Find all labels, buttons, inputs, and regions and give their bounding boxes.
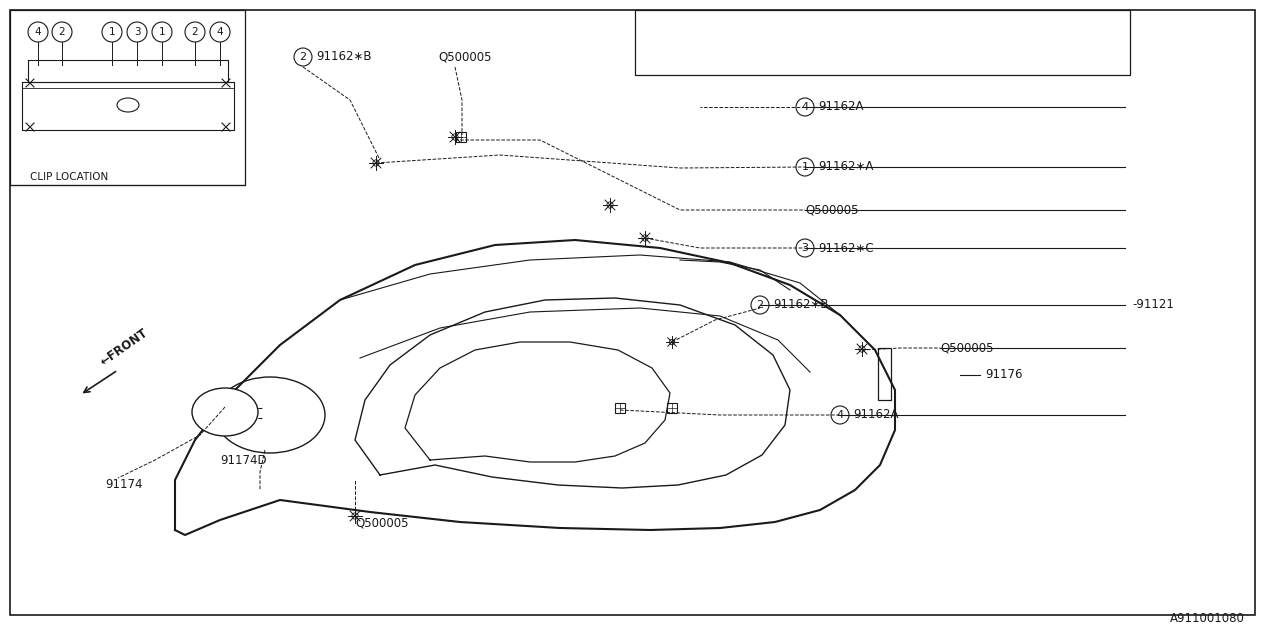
Ellipse shape (192, 388, 259, 436)
Text: 91176: 91176 (986, 369, 1023, 381)
Text: 91174D: 91174D (220, 454, 266, 467)
Text: 91162∗C: 91162∗C (818, 241, 874, 255)
Text: 3: 3 (801, 243, 809, 253)
Text: 1: 1 (109, 27, 115, 37)
Text: 4: 4 (836, 410, 844, 420)
Text: 2: 2 (756, 300, 764, 310)
Text: Q500005: Q500005 (355, 516, 408, 529)
Bar (667, 403, 677, 413)
Text: 91162A: 91162A (852, 408, 899, 422)
Text: 4: 4 (216, 27, 223, 37)
Text: 91162∗B: 91162∗B (773, 298, 828, 312)
Text: 1: 1 (801, 162, 809, 172)
Text: ←FRONT: ←FRONT (97, 326, 150, 368)
Text: 2: 2 (59, 27, 65, 37)
Bar (635, 10, 1130, 75)
Text: CLIP LOCATION: CLIP LOCATION (29, 172, 109, 182)
Text: 2: 2 (300, 52, 307, 62)
Text: -91121: -91121 (1132, 298, 1174, 312)
Text: 91162∗A: 91162∗A (818, 161, 873, 173)
Bar (878, 348, 891, 400)
Text: 91162∗B: 91162∗B (316, 51, 371, 63)
Text: 3: 3 (133, 27, 141, 37)
Text: 1: 1 (159, 27, 165, 37)
Text: 91162A: 91162A (818, 100, 864, 113)
Text: 91174: 91174 (105, 479, 142, 492)
Text: 4: 4 (35, 27, 41, 37)
Text: Q500005: Q500005 (438, 51, 492, 63)
Text: 2: 2 (192, 27, 198, 37)
Text: A911001080: A911001080 (1170, 612, 1245, 625)
Bar (456, 132, 466, 142)
Text: 4: 4 (801, 102, 809, 112)
Bar (614, 403, 625, 413)
Text: Q500005: Q500005 (940, 342, 993, 355)
Text: Q500005: Q500005 (805, 204, 859, 216)
Bar (10, 10, 244, 185)
